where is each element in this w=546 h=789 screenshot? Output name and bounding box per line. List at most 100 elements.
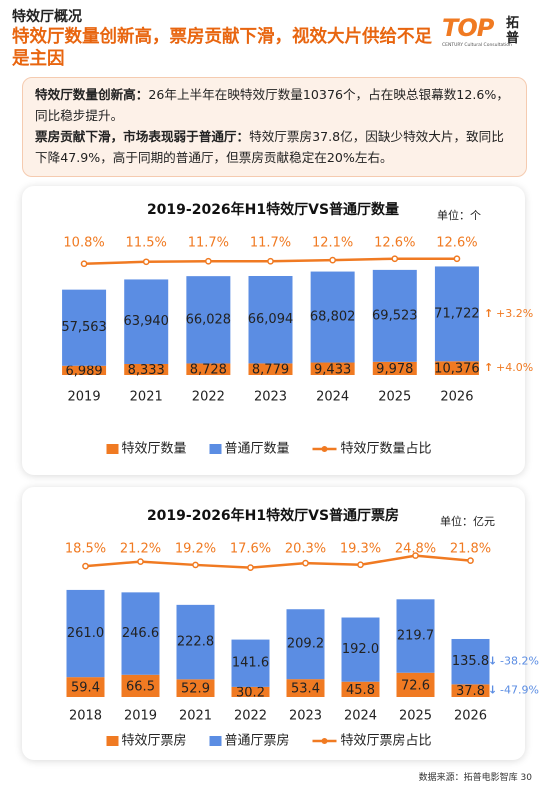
logo-subtitle: CENTURY Cultural Consultation <box>442 43 512 48</box>
ratio-label: 21.8% <box>450 542 491 557</box>
legend-swatch <box>106 736 119 746</box>
summary-item: 特效厅数量创新高：26年上半年在映特效厅数量10376个，占在映总银幕数12.6… <box>35 84 514 126</box>
legend-label: 普通厅票房 <box>225 733 290 749</box>
annotation-arrow: ↓ <box>488 684 497 697</box>
ratio-marker <box>453 255 461 263</box>
x-tick-label: 2025 <box>378 390 411 405</box>
ratio-marker <box>302 559 309 567</box>
bar-segment <box>341 681 380 697</box>
bar-segment <box>341 617 380 682</box>
x-tick-label: 2022 <box>234 709 267 724</box>
ratio-label: 11.7% <box>250 236 291 251</box>
headline: 特效厅数量创新高，票房贡献下滑，视效大片供给不足是主因 <box>12 27 432 69</box>
data-label: 8,779 <box>252 363 289 378</box>
data-label: 261.0 <box>67 626 104 641</box>
bar-segment <box>186 276 231 364</box>
annotation: -47.9% <box>500 684 539 697</box>
bar-segment <box>66 589 105 678</box>
legend-label: 特效厅数量占比 <box>341 442 432 457</box>
legend-label: 特效厅数量 <box>122 442 187 457</box>
x-tick-label: 2022 <box>192 390 225 405</box>
data-label: 66,028 <box>186 312 232 327</box>
ratio-marker <box>205 257 212 265</box>
x-tick-label: 2023 <box>254 390 287 405</box>
data-label: 30.2 <box>236 685 265 700</box>
bar-segment <box>310 362 355 375</box>
source: 数据来源：拓普电影智库 <box>418 773 518 783</box>
ratio-label: 12.1% <box>312 236 353 251</box>
bar-segment <box>186 363 231 375</box>
data-label: 45.8 <box>346 683 375 698</box>
bar-segment <box>121 674 160 697</box>
ratio-marker <box>82 562 89 570</box>
legend-marker <box>321 446 328 452</box>
ratio-marker <box>80 260 88 268</box>
summary-text: 特效厅票房37.8亿，因缺少特效大片，致同比下降47.9%，高于同期的普通厅，但… <box>35 129 504 165</box>
bar-segment <box>66 677 105 697</box>
annotation: +3.2% <box>496 307 533 320</box>
annotation-arrow: ↑ <box>484 361 493 374</box>
legend-label: 普通厅数量 <box>225 442 290 457</box>
ratio-label: 12.6% <box>374 236 415 251</box>
x-tick-label: 2021 <box>179 709 212 724</box>
ratio-marker <box>137 558 144 565</box>
ratio-marker <box>142 258 150 266</box>
ratio-marker <box>357 561 364 569</box>
summary-item: 票房贡献下滑，市场表现弱于普通厅：特效厅票房37.8亿，因缺少特效大片，致同比下… <box>35 126 514 168</box>
x-tick-label: 2025 <box>399 709 432 724</box>
ratio-label: 21.2% <box>120 542 161 557</box>
bar-segment <box>176 604 215 680</box>
data-label: 222.8 <box>177 635 214 650</box>
data-label: 66,094 <box>248 312 294 327</box>
annotation: -38.2% <box>500 655 539 668</box>
data-label: 69,523 <box>372 308 418 323</box>
ratio-label: 19.3% <box>340 542 381 557</box>
bar-segment <box>248 276 293 364</box>
data-label: 37.8 <box>456 684 485 699</box>
unit-label: 单位：亿元 <box>440 514 495 528</box>
ratio-label: 24.8% <box>395 542 436 557</box>
data-label: 53.4 <box>291 682 320 697</box>
bar-segment <box>451 638 490 685</box>
data-label: 59.4 <box>71 681 100 696</box>
ratio-label: 19.2% <box>175 542 216 557</box>
data-label: 57,563 <box>61 320 107 335</box>
data-label: 8,728 <box>190 363 227 378</box>
ratio-marker <box>412 552 419 559</box>
data-label: 71,722 <box>434 306 480 321</box>
data-label: 219.7 <box>397 629 434 644</box>
data-label: 209.2 <box>287 637 324 652</box>
data-label: 9,978 <box>376 362 413 377</box>
ratio-marker <box>247 564 254 571</box>
page-number: 30 <box>520 773 532 783</box>
legend-swatch <box>106 444 119 454</box>
data-label: 246.6 <box>122 626 159 641</box>
legend-swatch <box>209 444 222 454</box>
ratio-label: 12.6% <box>436 236 477 251</box>
bar-segment <box>248 363 293 375</box>
ratio-marker <box>192 561 199 569</box>
bar-segment <box>121 592 160 675</box>
x-tick-label: 2024 <box>344 709 377 724</box>
data-label: 72.6 <box>401 678 430 693</box>
legend-label: 特效厅票房占比 <box>341 733 432 749</box>
ratio-marker <box>467 557 474 564</box>
summary-lead: 特效厅数量创新高： <box>35 87 149 102</box>
ratio-label: 18.5% <box>65 542 106 557</box>
bar-segment <box>434 361 479 375</box>
section-label: 特效厅概况 <box>12 9 82 25</box>
bar-segment <box>62 289 107 366</box>
bar-segment <box>372 361 417 375</box>
summary-box: 特效厅数量创新高：26年上半年在映特效厅数量10376个，占在映总银幕数12.6… <box>22 77 527 177</box>
bar-segment <box>176 679 215 697</box>
data-label: 63,940 <box>123 314 169 329</box>
unit-label: 单位：个 <box>437 208 481 222</box>
data-label: 66.5 <box>126 679 155 694</box>
x-tick-label: 2019 <box>68 390 101 405</box>
data-label: 6,989 <box>65 364 102 379</box>
bar-segment <box>310 271 355 363</box>
bar-segment <box>231 639 270 687</box>
summary-text: 26年上半年在映特效厅数量10376个，占在映总银幕数12.6%，同比稳步提升。 <box>35 87 509 123</box>
